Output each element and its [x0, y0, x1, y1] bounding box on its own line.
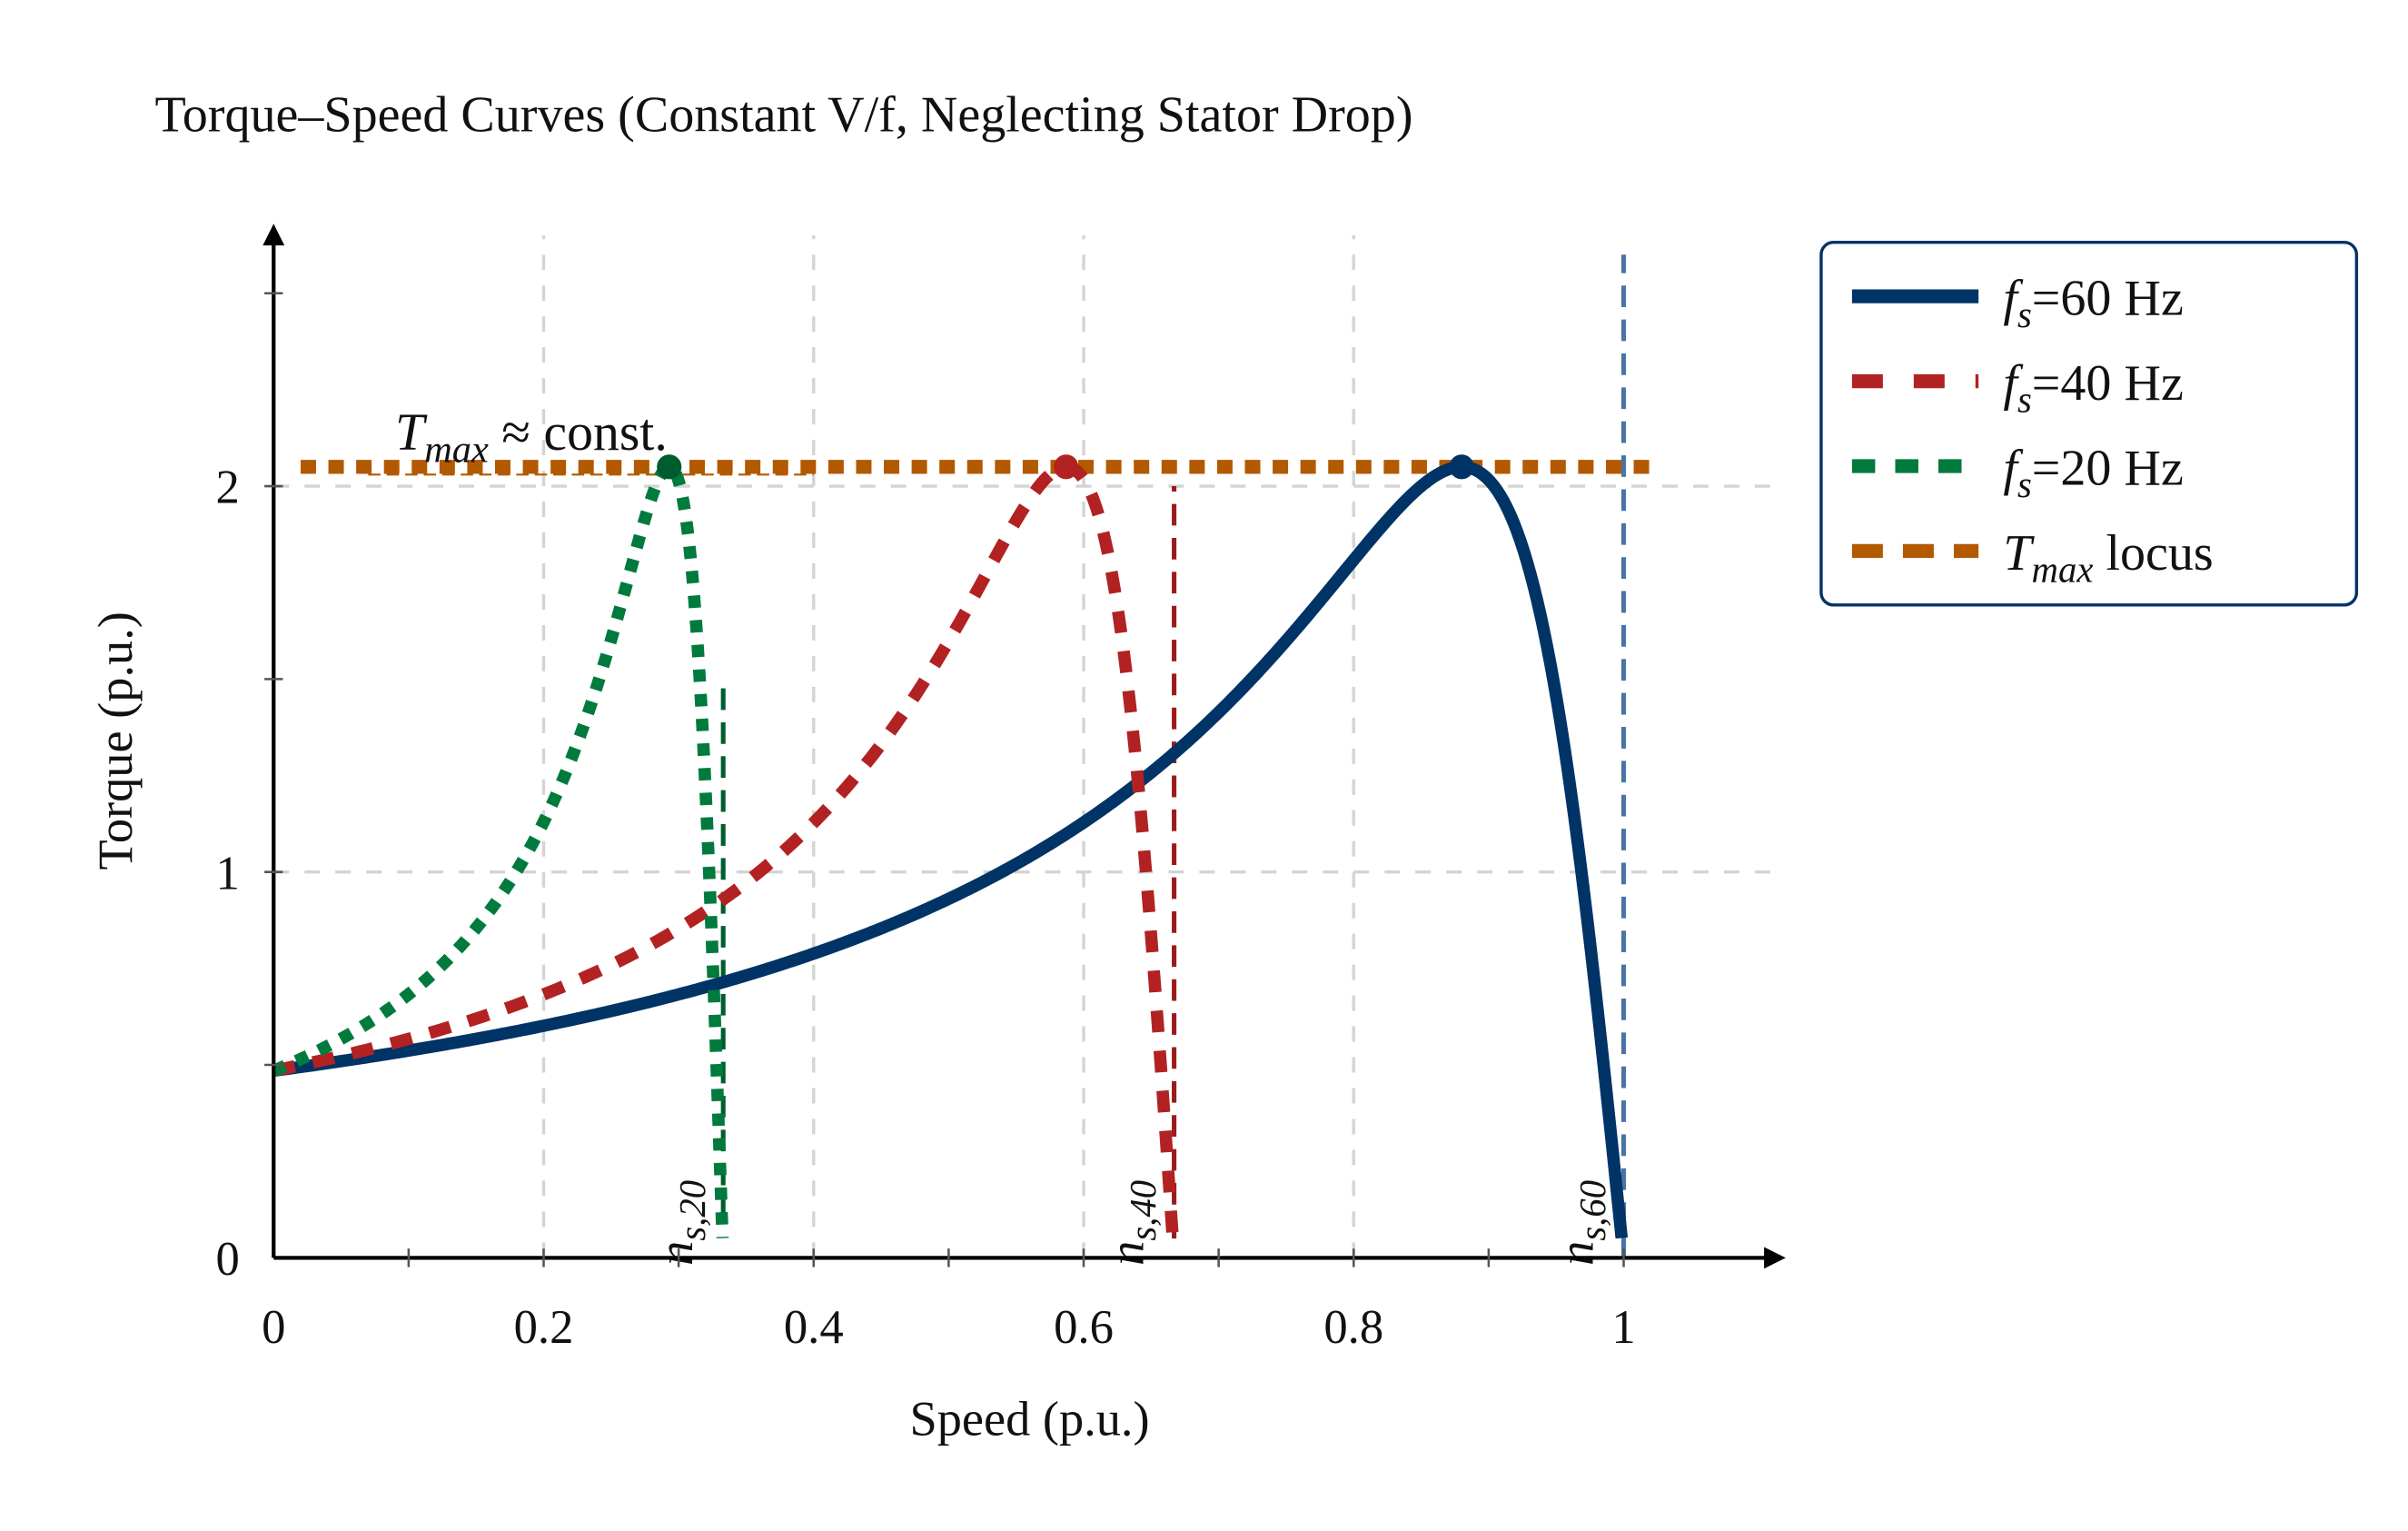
axes — [263, 224, 1786, 1269]
legend-entry: fs=40 Hz — [2003, 355, 2183, 421]
x-tick-label: 0.8 — [1323, 1301, 1383, 1354]
legend-sub: s — [2017, 294, 2032, 335]
x-tick-label: 1 — [1611, 1301, 1635, 1354]
legend-sub: s — [2017, 380, 2032, 421]
x-tick-label: 0.2 — [514, 1301, 574, 1354]
annotation-rest: ≈ const. — [489, 404, 668, 462]
ticks: 0 0.2 0.4 0.6 0.8 1 0 1 2 — [216, 462, 1636, 1354]
sync-label-sub: s,40 — [1123, 1180, 1164, 1241]
legend-rest: =60 Hz — [2032, 271, 2184, 327]
legend-sub: s — [2017, 464, 2032, 505]
peak-marker — [657, 454, 682, 480]
sync-speed-label: ns,40 — [1100, 1180, 1164, 1266]
sync-label-sub: s,20 — [672, 1180, 713, 1241]
legend-rest: =20 Hz — [2032, 440, 2184, 496]
legend-sub: max — [2032, 549, 2094, 590]
peak-marker — [1449, 454, 1474, 480]
legend-rest: =40 Hz — [2032, 355, 2184, 412]
annotation-sub: max — [424, 429, 489, 472]
sync-label-sub: s,60 — [1572, 1180, 1613, 1241]
series-line-1 — [272, 461, 1179, 1239]
grid — [273, 235, 1786, 1258]
x-tick-label: 0.6 — [1054, 1301, 1114, 1354]
series-line-2 — [271, 461, 729, 1238]
legend-entry: Tmax locus — [2003, 525, 2213, 591]
annotation-main: T — [395, 404, 428, 462]
legend-box — [1819, 240, 2359, 607]
legend-entry: fs=60 Hz — [2003, 271, 2183, 336]
sync-speed-label: ns,60 — [1550, 1180, 1614, 1266]
legend-rest: locus — [2093, 525, 2213, 582]
sync-label-main: n — [649, 1241, 703, 1266]
legend-main: T — [2003, 525, 2035, 582]
series-line-0 — [273, 461, 1629, 1239]
peak-marker — [1054, 454, 1079, 480]
y-tick-label: 0 — [216, 1233, 240, 1286]
x-axis-label: Speed (p.u.) — [910, 1392, 1150, 1446]
x-axis-arrow — [1764, 1247, 1786, 1269]
sync-label-main: n — [1100, 1241, 1154, 1266]
y-axis-arrow — [263, 224, 285, 246]
x-tick-label: 0.4 — [784, 1301, 844, 1354]
chart-title: Torque–Speed Curves (Constant V/f, Negle… — [154, 86, 1412, 143]
sync-speed-label: ns,20 — [649, 1180, 713, 1266]
x-tick-label: 0 — [262, 1301, 285, 1354]
tmax-annotation: Tmax ≈ const. — [395, 404, 668, 472]
y-tick-label: 1 — [216, 847, 240, 900]
sync-label-main: n — [1550, 1241, 1604, 1266]
y-axis-label: Torque (p.u.) — [88, 611, 143, 870]
y-tick-label: 2 — [216, 462, 240, 514]
